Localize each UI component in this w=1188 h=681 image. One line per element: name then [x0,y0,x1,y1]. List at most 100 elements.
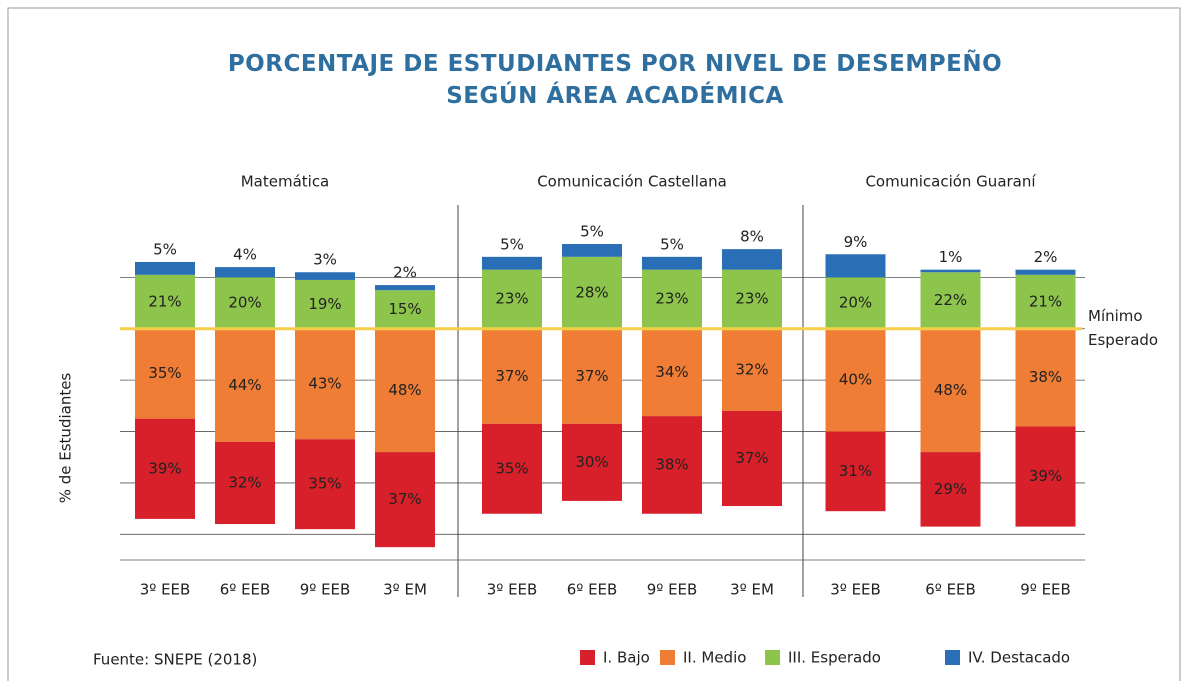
data-label: 30% [575,453,608,471]
data-label: 32% [735,360,768,378]
bar-segment [642,328,702,417]
bar-segment [722,249,782,270]
bar-segment [375,452,435,548]
data-label: 8% [740,228,764,246]
bar-segment [135,418,195,519]
data-label: 5% [500,235,524,253]
legend-label: I. Bajo [603,649,650,667]
data-label: 37% [735,449,768,467]
data-label: 20% [228,294,261,312]
legend-swatch [580,650,595,665]
data-label: 38% [655,455,688,473]
panel-title: Comunicación Guaraní [865,173,1036,191]
data-label: 35% [148,364,181,382]
x-tick-label: 6º EEB [925,581,976,599]
data-label: 32% [228,473,261,491]
bar-segment [215,277,275,329]
data-label: 39% [148,459,181,477]
data-label: 21% [1029,292,1062,310]
bar-segment [825,328,886,432]
data-label: 37% [495,367,528,385]
legend-swatch [945,650,960,665]
bar-segment [295,328,355,440]
panel-title: Matemática [241,173,330,191]
threshold-label: Mínimo Esperado [1088,307,1159,349]
data-label: 5% [153,240,177,258]
data-label: 23% [655,290,688,308]
data-label: 5% [660,235,684,253]
data-label: 3% [313,251,337,269]
data-label: 44% [228,376,261,394]
bar-segment [920,272,981,329]
data-label: 28% [575,283,608,301]
data-label: 43% [308,375,341,393]
x-tick-label: 3º EEB [140,581,191,599]
x-tick-label: 3º EEB [487,581,538,599]
bar-segment [135,261,195,275]
bar-segment [642,269,702,329]
legend-label: III. Esperado [788,649,881,667]
data-label: 38% [1029,368,1062,386]
data-label: 35% [495,459,528,477]
bar-segment [825,254,886,278]
bar-segment [295,272,355,280]
bar-segment [295,279,355,329]
bar-segment [375,328,435,453]
bar-segment [642,256,702,270]
bar-segment [562,256,622,329]
source: Fuente: SNEPE (2018) [93,651,257,669]
data-label: 48% [388,381,421,399]
bar-segment [375,285,435,291]
data-label: 23% [735,290,768,308]
bar-segment [135,274,195,329]
bar-segment [482,423,542,514]
bar-segment [215,267,275,278]
data-label: 23% [495,290,528,308]
x-tick-label: 9º EEB [647,581,698,599]
panel-title: Comunicación Castellana [537,173,727,191]
legend-label: IV. Destacado [968,649,1070,667]
bar-segment [920,269,981,273]
data-label: 22% [934,291,967,309]
data-label: 39% [1029,467,1062,485]
data-label: 21% [148,292,181,310]
bar-segment [722,328,782,411]
data-label: 34% [655,363,688,381]
bar-segment [482,328,542,424]
bar-segment [1015,328,1076,427]
bar-segment [482,269,542,329]
x-tick-label: 3º EM [383,581,427,599]
bar-segment [825,277,886,329]
data-label: 35% [308,475,341,493]
data-label: 4% [233,246,257,264]
bar-segment [295,439,355,530]
frame [7,7,1181,681]
bar-segment [562,328,622,424]
bar-segment [375,290,435,329]
bar-segment [1015,426,1076,527]
bar-segment [722,269,782,329]
x-tick-label: 3º EEB [830,581,881,599]
bar-segment [1015,274,1076,329]
data-label: 37% [575,367,608,385]
legend-label: II. Medio [683,649,746,667]
bar-segment [562,243,622,257]
bar-segment [722,410,782,507]
x-tick-label: 9º EEB [1020,581,1071,599]
legend-swatch [660,650,675,665]
bar-segment [135,328,195,419]
x-tick-label: 3º EM [730,581,774,599]
bar-segment [920,328,981,453]
bar-segment [482,256,542,270]
bar-segment [562,423,622,501]
data-label: 48% [934,381,967,399]
x-tick-label: 9º EEB [300,581,351,599]
y-axis-label: % de Estudiantes [57,373,75,504]
bar-segment [215,328,275,442]
bar-segment [920,452,981,527]
x-tick-label: 6º EEB [567,581,618,599]
legend-swatch [765,650,780,665]
data-label: 2% [1034,248,1058,266]
